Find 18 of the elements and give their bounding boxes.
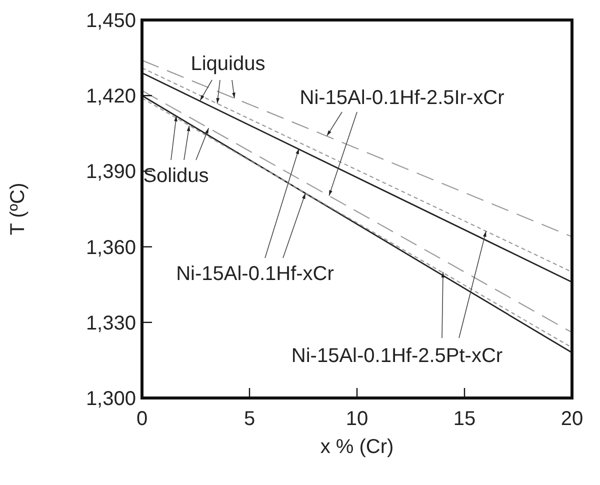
x-tick-label: 5 [244, 408, 256, 430]
y-tick-label: 1,390 [86, 161, 136, 184]
y-tick-label: 1,330 [86, 312, 136, 334]
annotation: Solidus [143, 165, 209, 187]
y-tick-label: 1,300 [86, 388, 136, 410]
y-tick-label: 1,450 [86, 10, 136, 32]
annotation: Liquidus [190, 53, 266, 75]
x-tick-label: 0 [136, 408, 148, 430]
y-tick-label: 1,360 [86, 236, 136, 259]
x-tick-label: 20 [560, 408, 584, 430]
annotation: Ni-15Al-0.1Hf-2.5Pt-xCr [291, 345, 503, 367]
y-axis-title: T (ºC) [7, 182, 29, 236]
x-axis-title: x % (Cr) [320, 436, 394, 458]
annotation: Ni-15Al-0.1Hf-xCr [176, 263, 334, 285]
x-tick-label: 10 [346, 408, 368, 430]
annotation: Ni-15Al-0.1Hf-2.5Ir-xCr [300, 87, 505, 109]
x-tick-label: 15 [453, 408, 476, 430]
y-tick-label: 1,420 [86, 86, 136, 108]
